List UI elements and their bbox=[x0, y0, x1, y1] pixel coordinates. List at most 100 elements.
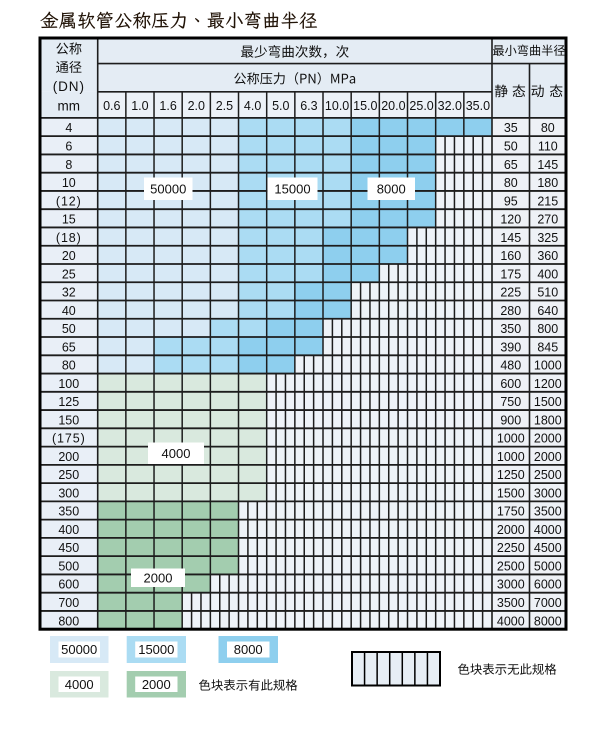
svg-text:175: 175 bbox=[500, 267, 521, 281]
svg-text:20.0: 20.0 bbox=[381, 99, 405, 113]
svg-text:100: 100 bbox=[58, 377, 79, 391]
svg-text:350: 350 bbox=[500, 322, 521, 336]
svg-text:400: 400 bbox=[58, 523, 79, 537]
svg-text:2000: 2000 bbox=[534, 432, 562, 446]
svg-text:7000: 7000 bbox=[534, 596, 562, 610]
svg-text:4000: 4000 bbox=[162, 446, 191, 461]
svg-text:4: 4 bbox=[65, 121, 72, 135]
svg-text:125: 125 bbox=[58, 395, 79, 409]
svg-text:(12): (12) bbox=[56, 194, 82, 208]
svg-text:1500: 1500 bbox=[497, 486, 525, 500]
svg-text:8000: 8000 bbox=[234, 642, 263, 657]
svg-text:750: 750 bbox=[500, 395, 521, 409]
svg-text:800: 800 bbox=[537, 322, 558, 336]
svg-text:25.0: 25.0 bbox=[409, 99, 433, 113]
svg-text:2500: 2500 bbox=[534, 468, 562, 482]
svg-text:215: 215 bbox=[537, 194, 558, 208]
svg-text:280: 280 bbox=[500, 304, 521, 318]
svg-text:(DN): (DN) bbox=[53, 79, 85, 94]
svg-text:15000: 15000 bbox=[274, 181, 310, 196]
svg-text:145: 145 bbox=[500, 231, 521, 245]
svg-text:270: 270 bbox=[537, 213, 558, 227]
svg-text:800: 800 bbox=[58, 614, 79, 628]
svg-text:1000: 1000 bbox=[497, 450, 525, 464]
svg-text:0.6: 0.6 bbox=[103, 99, 120, 113]
svg-text:8000: 8000 bbox=[534, 614, 562, 628]
svg-text:2.5: 2.5 bbox=[216, 99, 233, 113]
svg-text:15000: 15000 bbox=[138, 642, 174, 657]
svg-text:480: 480 bbox=[500, 359, 521, 373]
svg-text:50000: 50000 bbox=[61, 642, 97, 657]
svg-text:4.0: 4.0 bbox=[244, 99, 261, 113]
svg-text:4000: 4000 bbox=[534, 523, 562, 537]
svg-text:1750: 1750 bbox=[497, 505, 525, 519]
svg-text:80: 80 bbox=[541, 121, 555, 135]
svg-text:3500: 3500 bbox=[497, 596, 525, 610]
svg-text:8000: 8000 bbox=[377, 181, 406, 196]
svg-text:(18): (18) bbox=[56, 231, 82, 245]
svg-text:50: 50 bbox=[504, 140, 518, 154]
svg-text:50: 50 bbox=[62, 322, 76, 336]
svg-text:10: 10 bbox=[62, 176, 76, 190]
svg-text:1200: 1200 bbox=[534, 377, 562, 391]
svg-text:150: 150 bbox=[58, 413, 79, 427]
svg-text:2000: 2000 bbox=[144, 570, 173, 585]
svg-text:40: 40 bbox=[62, 304, 76, 318]
svg-text:225: 225 bbox=[500, 286, 521, 300]
svg-text:6000: 6000 bbox=[534, 578, 562, 592]
svg-text:65: 65 bbox=[62, 340, 76, 354]
svg-text:2000: 2000 bbox=[142, 677, 171, 692]
svg-text:35.0: 35.0 bbox=[466, 99, 490, 113]
svg-text:350: 350 bbox=[58, 505, 79, 519]
svg-text:640: 640 bbox=[537, 304, 558, 318]
svg-text:1.0: 1.0 bbox=[131, 99, 148, 113]
svg-text:80: 80 bbox=[62, 359, 76, 373]
svg-text:65: 65 bbox=[504, 158, 518, 172]
svg-text:145: 145 bbox=[537, 158, 558, 172]
svg-text:32.0: 32.0 bbox=[438, 99, 462, 113]
svg-text:845: 845 bbox=[537, 340, 558, 354]
svg-text:3000: 3000 bbox=[497, 578, 525, 592]
svg-text:50000: 50000 bbox=[150, 181, 186, 196]
svg-text:1.6: 1.6 bbox=[159, 99, 176, 113]
svg-text:325: 325 bbox=[537, 231, 558, 245]
svg-text:1000: 1000 bbox=[534, 359, 562, 373]
svg-text:120: 120 bbox=[500, 213, 521, 227]
svg-text:15: 15 bbox=[62, 213, 76, 227]
svg-text:110: 110 bbox=[538, 140, 558, 154]
svg-text:250: 250 bbox=[58, 468, 79, 482]
svg-text:15.0: 15.0 bbox=[353, 99, 377, 113]
svg-text:1500: 1500 bbox=[534, 395, 562, 409]
svg-text:4500: 4500 bbox=[534, 541, 562, 555]
svg-text:160: 160 bbox=[500, 249, 521, 263]
svg-text:95: 95 bbox=[504, 194, 518, 208]
svg-text:180: 180 bbox=[537, 176, 558, 190]
svg-text:10.0: 10.0 bbox=[325, 99, 349, 113]
svg-text:80: 80 bbox=[504, 176, 518, 190]
svg-text:5.0: 5.0 bbox=[272, 99, 289, 113]
svg-text:600: 600 bbox=[500, 377, 521, 391]
svg-text:mm: mm bbox=[58, 99, 81, 114]
svg-text:6.3: 6.3 bbox=[300, 99, 317, 113]
svg-text:450: 450 bbox=[58, 541, 79, 555]
svg-text:5000: 5000 bbox=[534, 560, 562, 574]
svg-text:25: 25 bbox=[62, 267, 76, 281]
svg-text:2.0: 2.0 bbox=[188, 99, 205, 113]
svg-text:500: 500 bbox=[58, 560, 79, 574]
svg-text:3000: 3000 bbox=[534, 486, 562, 500]
svg-text:2250: 2250 bbox=[497, 541, 525, 555]
svg-text:20: 20 bbox=[62, 249, 76, 263]
svg-text:4000: 4000 bbox=[65, 677, 94, 692]
svg-text:2500: 2500 bbox=[497, 560, 525, 574]
svg-text:900: 900 bbox=[500, 413, 521, 427]
svg-text:2000: 2000 bbox=[534, 450, 562, 464]
svg-text:8: 8 bbox=[65, 158, 72, 172]
svg-text:400: 400 bbox=[537, 267, 558, 281]
svg-text:1000: 1000 bbox=[497, 432, 525, 446]
svg-text:360: 360 bbox=[537, 249, 558, 263]
svg-text:3500: 3500 bbox=[534, 505, 562, 519]
svg-text:6: 6 bbox=[65, 140, 72, 154]
svg-text:1250: 1250 bbox=[497, 468, 525, 482]
svg-text:510: 510 bbox=[537, 286, 558, 300]
svg-text:600: 600 bbox=[58, 578, 79, 592]
